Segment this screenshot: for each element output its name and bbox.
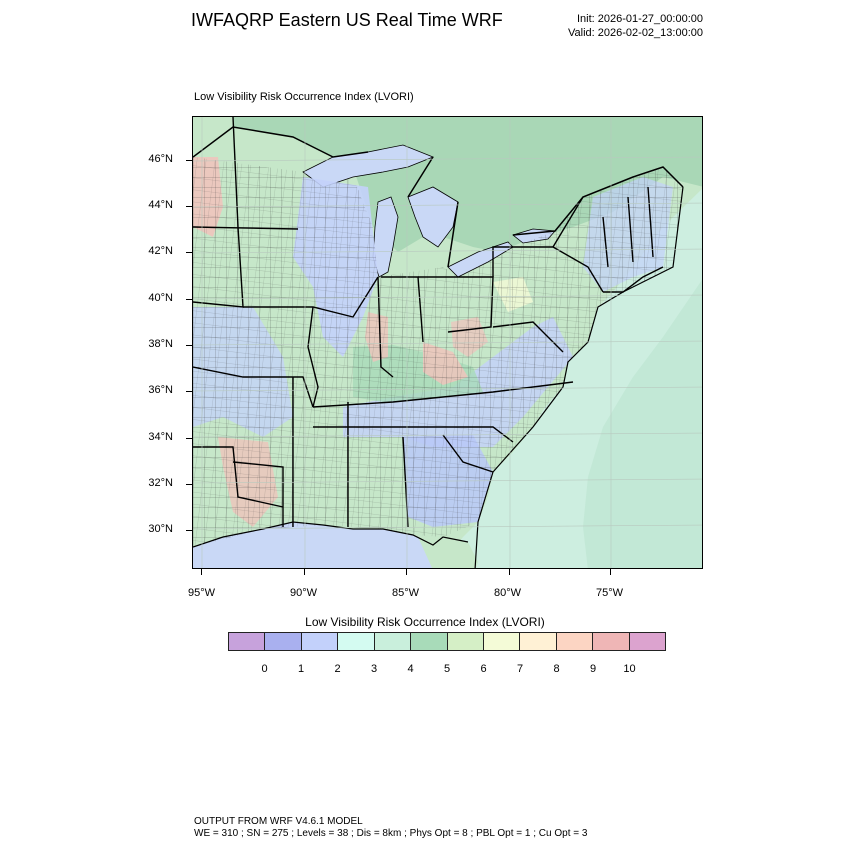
lat-label-38n: 38°N bbox=[148, 338, 173, 350]
colorbar-box bbox=[265, 633, 302, 650]
model-info-line1: OUTPUT FROM WRF V4.6.1 MODEL bbox=[194, 816, 363, 827]
lon-tick bbox=[304, 569, 305, 575]
lat-tick bbox=[186, 206, 192, 207]
colorbar bbox=[228, 632, 666, 651]
lon-tick bbox=[509, 569, 510, 575]
lat-label-34n: 34°N bbox=[148, 431, 173, 443]
colorbar-label: 7 bbox=[516, 663, 524, 675]
colorbar-box bbox=[338, 633, 375, 650]
colorbar-label: 9 bbox=[589, 663, 597, 675]
lat-label-32n: 32°N bbox=[148, 477, 173, 489]
lat-tick bbox=[186, 530, 192, 531]
colorbar-box bbox=[301, 633, 339, 650]
lon-tick bbox=[406, 569, 407, 575]
colorbar-title: Low Visibility Risk Occurrence Index (LV… bbox=[305, 615, 545, 629]
lat-tick bbox=[186, 438, 192, 439]
lon-label-95w: 95°W bbox=[188, 587, 216, 599]
colorbar-box bbox=[629, 633, 666, 650]
lat-label-40n: 40°N bbox=[148, 292, 173, 304]
lat-label-42n: 42°N bbox=[148, 245, 173, 257]
main-title: IWFAQRP Eastern US Real Time WRF bbox=[191, 10, 503, 30]
lon-label-75w: 75°W bbox=[596, 587, 624, 599]
colorbar-label: 0 bbox=[261, 663, 268, 675]
colorbar-box bbox=[520, 633, 557, 650]
colorbar-box bbox=[593, 633, 630, 650]
colorbar-box bbox=[229, 633, 266, 650]
lat-label-30n: 30°N bbox=[148, 523, 173, 535]
map-canvas bbox=[193, 117, 702, 568]
lat-label-44n: 44°N bbox=[148, 199, 173, 211]
colorbar-label: 2 bbox=[334, 663, 341, 675]
valid-time: Valid: 2026-02-02_13:00:00 bbox=[568, 27, 703, 39]
gulf-of-mexico bbox=[193, 522, 443, 568]
lat-tick bbox=[186, 299, 192, 300]
colorbar-label: 5 bbox=[443, 663, 451, 675]
lat-tick bbox=[186, 391, 192, 392]
lake-huron bbox=[407, 186, 459, 248]
colorbar-label: 8 bbox=[553, 663, 560, 675]
florida-peninsula bbox=[418, 535, 478, 568]
lon-tick bbox=[201, 569, 202, 575]
lon-label-85w: 85°W bbox=[392, 587, 420, 599]
colorbar-box bbox=[447, 633, 484, 650]
lake-michigan bbox=[372, 196, 399, 278]
lon-tick bbox=[610, 569, 611, 575]
lon-label-90w: 90°W bbox=[290, 587, 318, 599]
colorbar-label: 4 bbox=[407, 663, 414, 675]
colorbar-box bbox=[374, 633, 412, 650]
colorbar-label: 6 bbox=[480, 663, 487, 675]
colorbar-box bbox=[483, 633, 521, 650]
init-time: Init: 2026-01-27_00:00:00 bbox=[577, 13, 703, 25]
lat-tick bbox=[186, 345, 192, 346]
colorbar-label: 10 bbox=[623, 663, 636, 675]
lat-tick bbox=[186, 252, 192, 253]
lon-label-80w: 80°W bbox=[494, 587, 522, 599]
lat-tick bbox=[186, 160, 192, 161]
colorbar-label: 3 bbox=[370, 663, 378, 675]
gulf-stream-band bbox=[583, 279, 702, 568]
map-panel bbox=[192, 116, 703, 569]
lat-label-46n: 46°N bbox=[148, 153, 173, 165]
colorbar-label: 1 bbox=[297, 663, 305, 675]
lat-label-36n: 36°N bbox=[148, 384, 173, 396]
graticule bbox=[193, 117, 702, 568]
county-mesh-overlay bbox=[193, 157, 683, 547]
plot-field-title: Low Visibility Risk Occurrence Index (LV… bbox=[194, 91, 414, 103]
us-canada-border bbox=[193, 126, 684, 268]
state-borders bbox=[193, 117, 664, 528]
lat-tick bbox=[186, 484, 192, 485]
colorbar-box bbox=[556, 633, 594, 650]
gulf-coastline bbox=[193, 521, 469, 548]
colorbar-box bbox=[411, 633, 448, 650]
model-info-line2: WE = 310 ; SN = 275 ; Levels = 38 ; Dis … bbox=[194, 828, 588, 839]
us-coastline bbox=[474, 186, 684, 568]
